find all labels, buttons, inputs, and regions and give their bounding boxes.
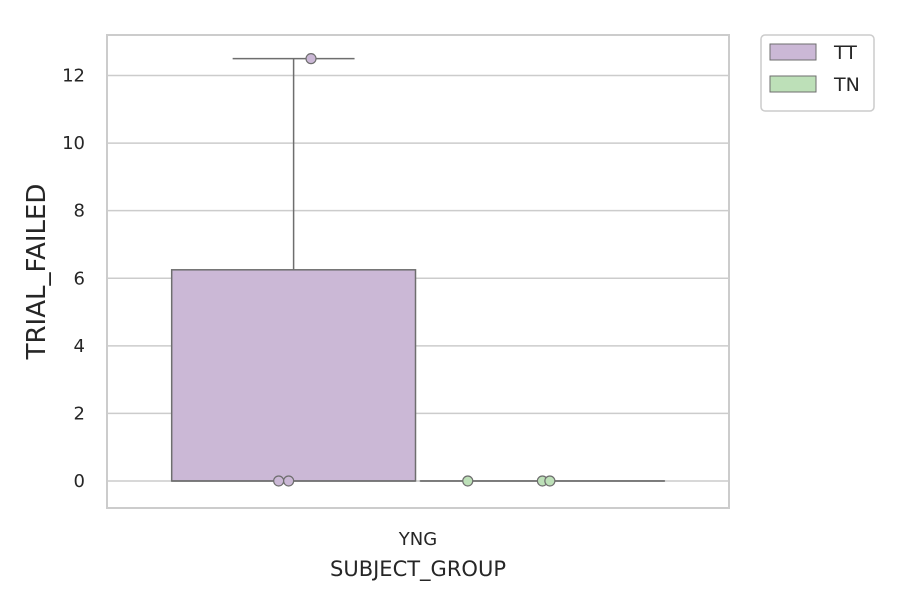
data-point-tn (544, 475, 556, 487)
x-tick-labels: YNG (398, 529, 437, 550)
data-point-tt (283, 475, 295, 487)
legend-swatch-tn (769, 75, 817, 93)
y-tick-label: 8 (74, 201, 85, 222)
y-tick-label: 12 (62, 66, 85, 87)
strip-points (273, 53, 556, 487)
y-tick-label: 6 (74, 268, 85, 289)
legend: TT TN (760, 34, 875, 112)
legend-label-tt: TT (833, 42, 857, 64)
legend-swatch-tt (769, 43, 817, 61)
data-point-tt (273, 475, 285, 487)
legend-label-tn: TN (833, 74, 860, 96)
y-axis-label: TRIAL_FAILED (22, 184, 52, 361)
y-tick-labels: 0 2 4 6 8 10 12 (62, 66, 85, 492)
box-tt (170, 269, 417, 482)
x-axis-label: SUBJECT_GROUP (330, 557, 506, 582)
y-tick-label: 2 (74, 403, 85, 424)
y-tick-label: 10 (62, 133, 85, 154)
y-tick-label: 0 (74, 471, 85, 492)
plot-frame (106, 34, 730, 509)
x-tick-label: YNG (398, 529, 437, 550)
data-point-tn (462, 475, 474, 487)
y-tick-label: 4 (74, 336, 85, 357)
data-point-tt (305, 53, 317, 65)
boxes (170, 57, 666, 482)
